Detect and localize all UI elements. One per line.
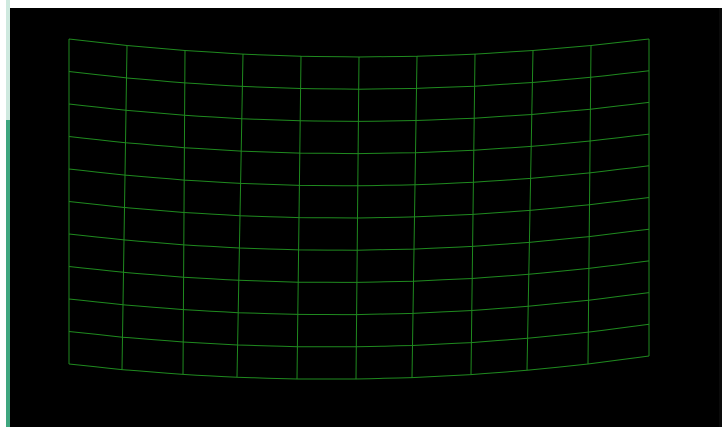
mesh-column-line: [470, 54, 476, 375]
mesh-row-line: [68, 355, 650, 380]
mesh-row-line: [68, 292, 650, 316]
vertical-scrollbar-thumb[interactable]: [6, 120, 10, 427]
mesh-column-line: [121, 45, 128, 370]
window-left-border: [0, 0, 5, 427]
mesh-column-line: [296, 56, 302, 380]
mesh-row-line: [68, 260, 650, 283]
mesh-row-line: [68, 38, 650, 58]
viewport-right-edge: [719, 8, 722, 427]
mesh-column-line: [526, 50, 534, 371]
mesh-row-line: [68, 323, 650, 348]
render-viewport[interactable]: [10, 8, 722, 427]
mesh-row-line: [68, 165, 650, 187]
mesh-column-line: [182, 50, 186, 375]
warp-mesh-canvas: [68, 38, 650, 380]
mesh-column-line: [587, 45, 592, 365]
mesh-column-line: [236, 54, 244, 378]
mesh-row-line: [68, 133, 650, 155]
mesh-row-line: [68, 197, 650, 219]
mesh-row-line: [68, 228, 650, 251]
mesh-column-line: [411, 56, 418, 378]
mesh-column-line: [355, 56, 360, 380]
